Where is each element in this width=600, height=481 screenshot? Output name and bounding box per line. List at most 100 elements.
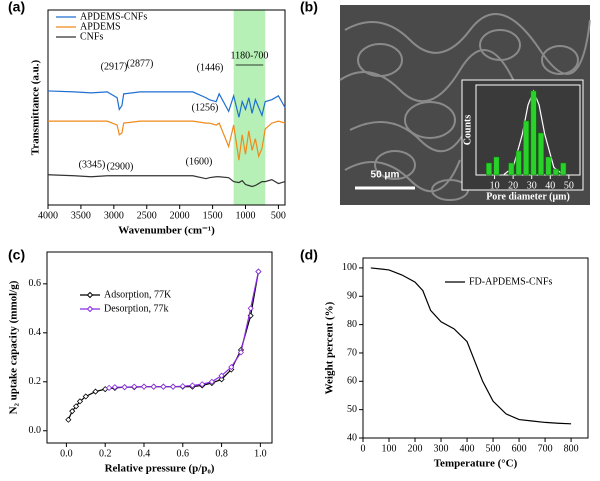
hist-bar: [523, 120, 530, 176]
shaded-region: [233, 10, 266, 205]
x-tick-label: 0.2: [99, 448, 112, 459]
y-tick-label: 0.6: [29, 278, 42, 289]
x-tick-label: 400: [460, 443, 475, 454]
x-tick-label: 20: [508, 180, 518, 191]
y-tick-label: 0.2: [29, 376, 42, 387]
marker: [92, 388, 99, 395]
x-tick-label: 1000: [236, 210, 256, 221]
annotation: (2877): [127, 58, 154, 69]
marker: [160, 383, 167, 390]
y-tick-label: 70: [347, 347, 357, 358]
x-tick-label: 500: [271, 210, 286, 221]
hist-bar: [486, 162, 492, 176]
x-tick-label: 600: [512, 443, 527, 454]
marker: [69, 408, 76, 415]
x-tick-label: 40: [545, 180, 555, 191]
y-tick-label: 100: [342, 262, 357, 273]
x-tick-label: 10: [490, 180, 500, 191]
plot-frame: [362, 257, 589, 439]
marker: [179, 383, 186, 390]
hist-bar: [552, 168, 559, 176]
x-tick-label: 50: [564, 180, 574, 191]
legend-label: Desorption, 77k: [104, 303, 168, 314]
x-axis-label: Pore diameter (μm): [486, 191, 570, 202]
x-tick-label: 30: [527, 180, 537, 191]
panel-label: (d): [300, 247, 318, 263]
x-axis-label: Temperature (°C): [434, 458, 518, 470]
series-line: [47, 174, 286, 188]
marker: [73, 403, 80, 410]
x-tick-label: 2500: [137, 210, 157, 221]
annotation: (2917): [101, 61, 128, 72]
annotation: (3345): [79, 159, 106, 170]
hist-bar: [538, 132, 544, 176]
marker: [189, 382, 196, 389]
legend-label: APDEMS: [80, 21, 121, 32]
y-axis-label: Transmittance (a.u.): [30, 59, 42, 155]
y-tick-label: 90: [347, 291, 357, 302]
x-tick-label: 500: [486, 443, 501, 454]
hist-bar: [508, 162, 515, 176]
marker: [237, 349, 245, 356]
series-line: [48, 120, 286, 161]
x-axis-label: Wavenumber (cm⁻¹): [118, 225, 215, 237]
marker: [106, 384, 113, 391]
plot-frame: [46, 251, 273, 444]
y-tick-label: 80: [347, 319, 357, 330]
marker: [218, 376, 225, 383]
scale-bar-label: 50 μm: [371, 170, 400, 181]
marker: [140, 383, 148, 390]
x-tick-label: 200: [408, 443, 423, 454]
y-axis-label: N₂ uptake capacity (mmol/g): [8, 280, 20, 414]
annotation: (1446): [197, 62, 224, 73]
x-tick-label: 0: [361, 443, 366, 454]
y-tick-label: 50: [347, 404, 357, 415]
legend-label: FD-APDEMS-CNFs: [469, 276, 552, 287]
x-tick-label: 1500: [203, 210, 223, 221]
marker: [65, 416, 72, 423]
series-line: [47, 90, 286, 118]
y-tick-label: 0.4: [29, 327, 42, 338]
panel-label: (c): [8, 247, 25, 263]
hist-bar: [545, 156, 552, 176]
marker: [150, 383, 157, 390]
marker: [247, 305, 254, 312]
hist-bar: [493, 156, 500, 176]
panel-label: (a): [8, 0, 25, 15]
legend-marker: [86, 305, 94, 313]
x-tick-label: 0.4: [138, 448, 151, 459]
series-line: [370, 267, 572, 425]
y-axis-label: Weight percent (%): [324, 301, 336, 394]
y-tick-label: 60: [347, 376, 357, 387]
x-tick-label: 100: [382, 443, 397, 454]
x-tick-label: 4000: [38, 210, 58, 221]
marker: [131, 383, 138, 390]
region-label: 1180-700: [230, 50, 268, 61]
x-tick-label: 700: [538, 443, 553, 454]
x-tick-label: 0.6: [177, 448, 190, 459]
marker: [170, 383, 177, 390]
annotation: (1256): [192, 102, 219, 113]
x-tick-label: 3500: [71, 210, 91, 221]
legend-label: APDEMS-CNFs: [80, 11, 147, 22]
marker: [82, 393, 89, 400]
x-tick-label: 2000: [170, 210, 190, 221]
annotation: (2900): [107, 161, 134, 172]
y-axis-label: Counts: [462, 115, 473, 146]
marker: [208, 378, 215, 385]
x-tick-label: 3000: [104, 210, 124, 221]
y-tick-label: 40: [347, 432, 357, 443]
legend-label: Adsorption, 77K: [104, 289, 172, 300]
legend-marker: [86, 291, 94, 299]
marker: [228, 364, 235, 371]
x-tick-label: 1.0: [254, 448, 267, 459]
x-axis-label: Relative pressure (p/p₀): [105, 463, 215, 475]
marker: [121, 384, 128, 391]
marker: [76, 398, 84, 405]
annotation: (1600): [186, 156, 213, 167]
marker: [199, 381, 206, 388]
x-tick-label: 800: [564, 443, 579, 454]
sem-image: [339, 5, 591, 205]
panel-label: (b): [300, 0, 318, 15]
